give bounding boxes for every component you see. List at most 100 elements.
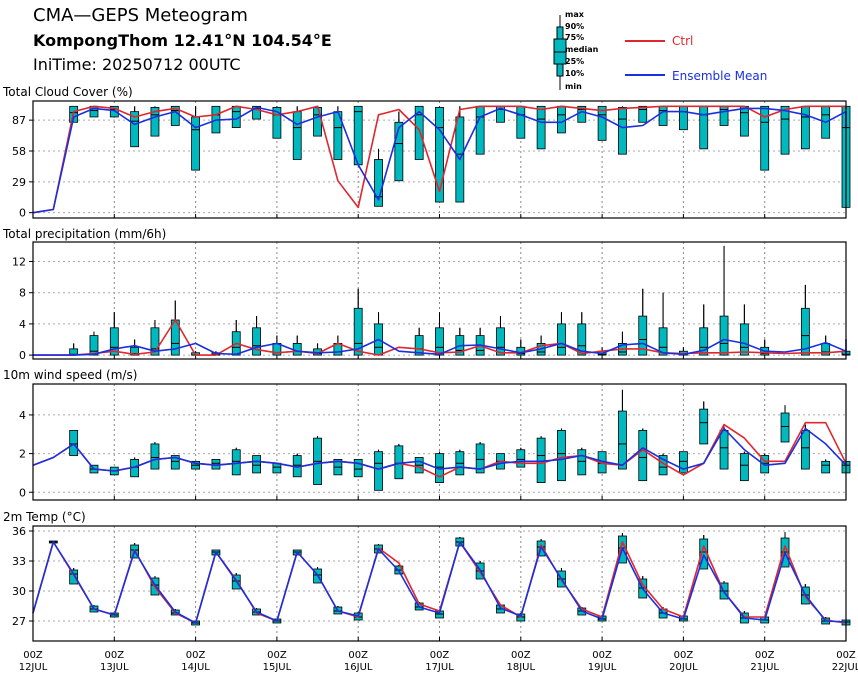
box-25-75 bbox=[699, 408, 709, 445]
ensemble-box bbox=[374, 148, 383, 207]
ensemble-box bbox=[374, 449, 383, 491]
box-25-75 bbox=[780, 105, 790, 155]
ensemble-box bbox=[435, 106, 444, 203]
ensemble-box bbox=[557, 312, 566, 356]
box-25-75 bbox=[150, 106, 160, 137]
box-25-75 bbox=[394, 121, 404, 182]
legend-box-label: 90% bbox=[565, 22, 584, 31]
y-tick-label: 0 bbox=[19, 486, 26, 499]
x-tick-label-hour: 00Z bbox=[592, 650, 612, 661]
ensemble-box bbox=[333, 106, 343, 160]
ensemble-box bbox=[719, 245, 729, 356]
ensemble-box bbox=[658, 453, 668, 476]
ensemble-box bbox=[292, 106, 302, 160]
panel-frame bbox=[32, 100, 847, 219]
panel-title: 10m wind speed (m/s) bbox=[3, 368, 137, 382]
ensemble-box bbox=[292, 453, 302, 478]
ensemble-box bbox=[69, 343, 79, 356]
legend-box-label: min bbox=[565, 82, 582, 91]
box-25-75 bbox=[536, 105, 546, 150]
ensemble-box bbox=[353, 105, 363, 166]
ensemble-box bbox=[557, 428, 566, 482]
y-tick-label: 8 bbox=[19, 287, 26, 300]
ensemble-box bbox=[353, 288, 363, 356]
box-25-75 bbox=[679, 451, 688, 474]
box-25-75 bbox=[658, 105, 668, 126]
box-25-75 bbox=[618, 410, 627, 470]
ensemble-box bbox=[455, 449, 465, 476]
ensemble-box bbox=[475, 327, 485, 356]
ensemble-box bbox=[374, 312, 383, 356]
x-tick-label-date: 18JUL bbox=[507, 662, 536, 673]
ensemble-box bbox=[231, 447, 241, 476]
legend-box-label: 10% bbox=[565, 69, 584, 78]
box-25-75 bbox=[252, 327, 261, 356]
box-25-75 bbox=[353, 458, 363, 478]
box-25-75 bbox=[760, 105, 770, 171]
box-25-75 bbox=[435, 327, 444, 356]
ensemble-box bbox=[780, 405, 790, 443]
x-tick-label-date: 21JUL bbox=[750, 662, 779, 673]
box-25-75 bbox=[374, 451, 383, 491]
box-25-75 bbox=[821, 460, 831, 474]
box-25-75 bbox=[638, 429, 648, 482]
box-25-75 bbox=[618, 106, 627, 155]
mean-series-line bbox=[32, 106, 847, 214]
x-tick-label-date: 17JUL bbox=[425, 662, 454, 673]
ensemble-box bbox=[658, 292, 668, 356]
ensemble-box bbox=[475, 105, 485, 155]
x-tick-label-hour: 00Z bbox=[105, 650, 125, 661]
box-25-75 bbox=[69, 569, 79, 585]
ensemble-box bbox=[577, 312, 587, 356]
ensemble-box bbox=[618, 389, 627, 470]
ensemble-box bbox=[394, 111, 404, 182]
ensemble-box bbox=[435, 451, 444, 484]
box-25-75 bbox=[557, 323, 566, 356]
legend-box-label: median bbox=[565, 45, 599, 54]
y-tick-label: 33 bbox=[12, 555, 26, 568]
ensemble-box bbox=[313, 436, 322, 485]
y-tick-label: 4 bbox=[19, 318, 26, 331]
ensemble-box bbox=[516, 447, 526, 468]
x-tick-label-hour: 00Z bbox=[186, 650, 206, 661]
box-25-75 bbox=[577, 323, 587, 356]
ensemble-box bbox=[516, 105, 526, 139]
y-tick-label: 12 bbox=[12, 256, 26, 269]
y-tick-label: 58 bbox=[12, 145, 26, 158]
ensemble-box bbox=[475, 442, 485, 474]
box-25-75 bbox=[516, 105, 526, 139]
legend-ctrl-label: Ctrl bbox=[672, 34, 693, 48]
ensemble-box bbox=[719, 426, 729, 470]
ensemble-box bbox=[170, 105, 180, 126]
ensemble-box bbox=[719, 105, 729, 126]
ensemble-box bbox=[435, 312, 444, 356]
ensemble-box bbox=[353, 458, 363, 478]
y-tick-label: 29 bbox=[12, 176, 26, 189]
ensemble-box bbox=[191, 106, 201, 171]
box-25-75 bbox=[252, 455, 261, 474]
ensemble-box bbox=[699, 304, 709, 356]
x-tick-label-date: 20JUL bbox=[669, 662, 698, 673]
x-tick-label-hour: 00Z bbox=[430, 650, 450, 661]
box-25-75 bbox=[109, 105, 119, 118]
box-25-75 bbox=[150, 327, 160, 356]
meteogram-title: CMA—GEPS Meteogram bbox=[33, 5, 248, 26]
box-25-75 bbox=[252, 105, 261, 120]
y-tick-label: 0 bbox=[19, 349, 26, 362]
ensemble-box bbox=[821, 459, 831, 474]
box-25-75 bbox=[699, 105, 709, 150]
box-25-75 bbox=[679, 105, 688, 131]
legend-box-label: 25% bbox=[565, 57, 584, 66]
ensemble-box bbox=[699, 401, 709, 445]
box-25-75 bbox=[130, 346, 140, 356]
x-tick-label-date: 14JUL bbox=[181, 662, 210, 673]
box-25-75 bbox=[292, 342, 302, 356]
ensemble-box bbox=[800, 424, 810, 470]
x-tick-label-hour: 00Z bbox=[755, 650, 775, 661]
x-tick-label-date: 12JUL bbox=[19, 662, 48, 673]
box-25-75 bbox=[557, 105, 566, 134]
box-25-75 bbox=[780, 412, 790, 443]
x-tick-label-hour: 00Z bbox=[674, 650, 694, 661]
box-25-75 bbox=[475, 105, 485, 155]
